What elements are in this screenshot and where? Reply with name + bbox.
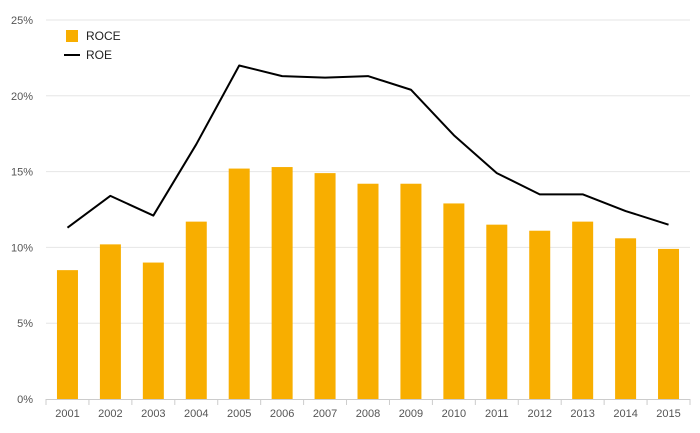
roce-bar: [400, 183, 422, 399]
roce-bar: [486, 224, 508, 399]
y-tick-label: 20%: [11, 91, 33, 103]
x-tick-label: 2004: [184, 408, 208, 420]
roce-bar: [572, 221, 594, 399]
x-tick-label: 2008: [356, 408, 380, 420]
x-tick-label: 2013: [570, 408, 594, 420]
x-tick-label: 2007: [313, 408, 337, 420]
x-tick-label: 2012: [527, 408, 551, 420]
roce-bar: [357, 183, 379, 399]
roce-bars: [56, 167, 680, 399]
x-tick-label: 2005: [227, 408, 251, 420]
x-tick-label: 2003: [141, 408, 165, 420]
y-tick-label: 25%: [11, 15, 33, 27]
x-tick-label: 2014: [613, 408, 637, 420]
x-tick-label: 2009: [399, 408, 423, 420]
y-tick-label: 0%: [17, 394, 33, 406]
roce-bar: [142, 262, 164, 399]
y-tick-label: 5%: [17, 318, 33, 330]
legend-roce-swatch: [66, 30, 78, 42]
roce-bar: [615, 238, 637, 399]
roce-bar: [228, 168, 250, 399]
x-tick-label: 2015: [656, 408, 680, 420]
x-tick-label: 2010: [442, 408, 466, 420]
roe-line-layer: [66, 64, 669, 229]
x-tick-label: 2011: [485, 408, 509, 420]
y-axis-ticks: 0% 5% 10% 15% 20% 25%: [11, 15, 33, 406]
y-tick-label: 10%: [11, 242, 33, 254]
roce-bar: [56, 270, 78, 399]
roce-bar: [529, 230, 551, 399]
roce-bar: [658, 248, 680, 399]
legend: ROCE ROE: [64, 29, 121, 62]
x-tick-label: 2002: [98, 408, 122, 420]
roce-bar: [185, 221, 207, 399]
roe-line: [66, 64, 669, 229]
roce-bar: [99, 244, 121, 399]
roce-bar: [271, 167, 293, 399]
y-tick-label: 15%: [11, 167, 33, 179]
legend-roce-label: ROCE: [86, 29, 121, 43]
legend-roe-label: ROE: [86, 48, 112, 62]
x-axis: 2001 2002 2003 2004 2005 2006 2007 2008 2009 2010…: [45, 399, 691, 420]
x-tick-label: 2001: [55, 408, 79, 420]
roce-bar: [443, 203, 465, 399]
roce-bar: [314, 173, 336, 399]
x-tick-label: 2006: [270, 408, 294, 420]
